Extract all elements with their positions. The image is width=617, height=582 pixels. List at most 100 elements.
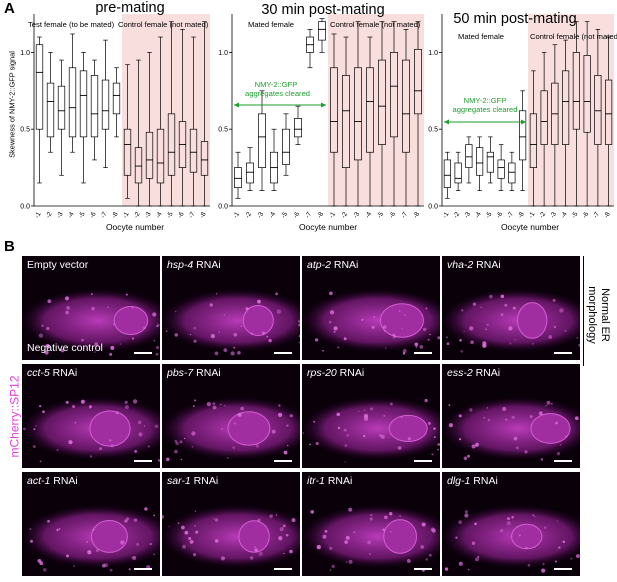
micrograph-image	[162, 289, 300, 356]
y-tick-label: 0.5	[428, 127, 438, 134]
y-tick-label: 0.0	[20, 204, 30, 211]
tile-gene-name: hsp-4	[167, 259, 194, 271]
tile-label: dlg-1 RNAi	[447, 475, 498, 487]
micrograph-image	[22, 289, 160, 356]
micrograph-image	[442, 505, 580, 573]
box-body	[234, 167, 242, 188]
cleared-arrow-head-left	[444, 119, 449, 125]
plot1-left-label: Test female (to be mated)	[28, 20, 115, 29]
micrograph-image	[302, 505, 440, 572]
tile-label: act-1 RNAi	[27, 475, 78, 487]
micrograph-tile: Empty vector Negative control	[22, 256, 160, 360]
box-body	[200, 141, 209, 176]
x-tick-label: -8	[316, 211, 325, 220]
x-axis-label-1: Oocyte number	[105, 222, 165, 232]
x-tick-label: -2	[538, 211, 547, 220]
micrograph-tile: atp-2 RNAi	[302, 256, 440, 360]
scale-bar	[134, 352, 152, 354]
box-body	[519, 110, 527, 161]
micrograph-tile: dlg-1 RNAi	[442, 472, 580, 576]
x-tick-label: -8	[412, 211, 421, 220]
panel-b-letter: B	[4, 238, 15, 255]
box-body	[497, 159, 505, 179]
x-tick-label: -3	[463, 211, 472, 220]
box-body	[540, 90, 548, 145]
panel-a-letter: A	[4, 0, 15, 17]
x-tick-label: -1	[442, 211, 451, 220]
box-body	[486, 151, 494, 173]
box-body	[318, 21, 326, 41]
x-tick-label: -2	[452, 211, 461, 220]
x-tick-label: -4	[67, 211, 76, 220]
x-tick-label: -8	[517, 211, 526, 220]
x-tick-label: -7	[100, 211, 109, 220]
x-tick-label: -8	[603, 211, 612, 220]
micrograph-tile: act-1 RNAi	[22, 472, 160, 576]
tile-label: vha-2 RNAi	[447, 259, 501, 271]
x-tick-label: -6	[388, 211, 397, 220]
tile-label: rps-20 RNAi	[307, 367, 364, 379]
tile-gene-name: cct-5	[27, 367, 50, 379]
box-body	[443, 159, 451, 188]
x-tick-label: -6	[89, 211, 98, 220]
micrograph-tile: cct-5 RNAi	[22, 364, 160, 468]
tile-gene-name: Empty vector	[27, 259, 89, 271]
tile-gene-name: act-1	[27, 475, 51, 487]
micrograph-tile: vha-2 RNAi	[442, 256, 580, 360]
x-tick-label: -5	[376, 211, 385, 220]
x-tick-label: -5	[485, 211, 494, 220]
box-body	[101, 79, 110, 130]
box-body	[79, 70, 88, 138]
box-body	[330, 67, 338, 153]
scale-bar	[134, 568, 152, 570]
plot3-right-label: Control female (not mated)	[530, 32, 617, 41]
box-body	[529, 113, 537, 168]
tile-label: itr-1 RNAi	[307, 475, 352, 487]
plot3-left-label: Mated female	[458, 32, 505, 41]
box-body	[258, 113, 266, 168]
plot2-annotation-line2: aggregates cleared	[245, 89, 311, 98]
tile-gene-name: ess-2	[447, 367, 473, 379]
tile-rnai-suffix: RNAi	[472, 367, 501, 379]
box-body	[35, 44, 44, 130]
box-body	[156, 128, 165, 184]
box-body	[562, 70, 570, 145]
x-tick-label: -4	[474, 211, 483, 220]
x-tick-label: -5	[166, 211, 175, 220]
tile-rnai-suffix: RNAi	[470, 475, 498, 487]
tile-label: ess-2 RNAi	[447, 367, 500, 379]
plot-title-1: pre-mating	[95, 0, 165, 16]
x-tick-label: -7	[188, 211, 197, 220]
x-tick-label: -5	[78, 211, 87, 220]
normal-er-line2: morphology	[586, 286, 598, 344]
plot3-annotation-line2: aggregates cleared	[452, 105, 518, 114]
micrograph-tile: hsp-4 RNAi	[162, 256, 300, 360]
x-tick-label: -5	[571, 211, 580, 220]
plot-title-3: 50 min post-mating	[453, 11, 577, 27]
plot2-annotation: NMY-2::GFP aggregates cleared	[245, 80, 311, 98]
tile-label: Empty vector	[27, 259, 88, 271]
micrograph-image	[162, 397, 300, 462]
x-tick-label: -6	[292, 211, 301, 220]
x-tick-label: -7	[592, 211, 601, 220]
micrograph-tile: itr-1 RNAi	[302, 472, 440, 576]
box-body	[112, 82, 121, 115]
x-tick-label: -7	[506, 211, 515, 220]
x-tick-label: -8	[199, 211, 208, 220]
micrograph-image	[162, 505, 300, 568]
y-tick-label: 0.5	[20, 127, 30, 134]
box-body	[90, 75, 99, 138]
box-body	[189, 128, 198, 173]
plot2-right-label: Control female (not mated)	[330, 20, 421, 29]
x-tick-label: -4	[268, 211, 277, 220]
box-body	[378, 59, 386, 145]
x-tick-label: -1	[232, 211, 241, 220]
mcherry-sp12-label: mCherry::SP12	[7, 375, 22, 458]
scale-bar	[554, 568, 572, 570]
box-body	[402, 59, 410, 153]
box-body	[57, 85, 66, 130]
box-body	[134, 147, 143, 184]
tile-rnai-suffix: RNAi	[50, 475, 78, 487]
box-body	[476, 147, 484, 176]
box-body	[366, 67, 374, 153]
